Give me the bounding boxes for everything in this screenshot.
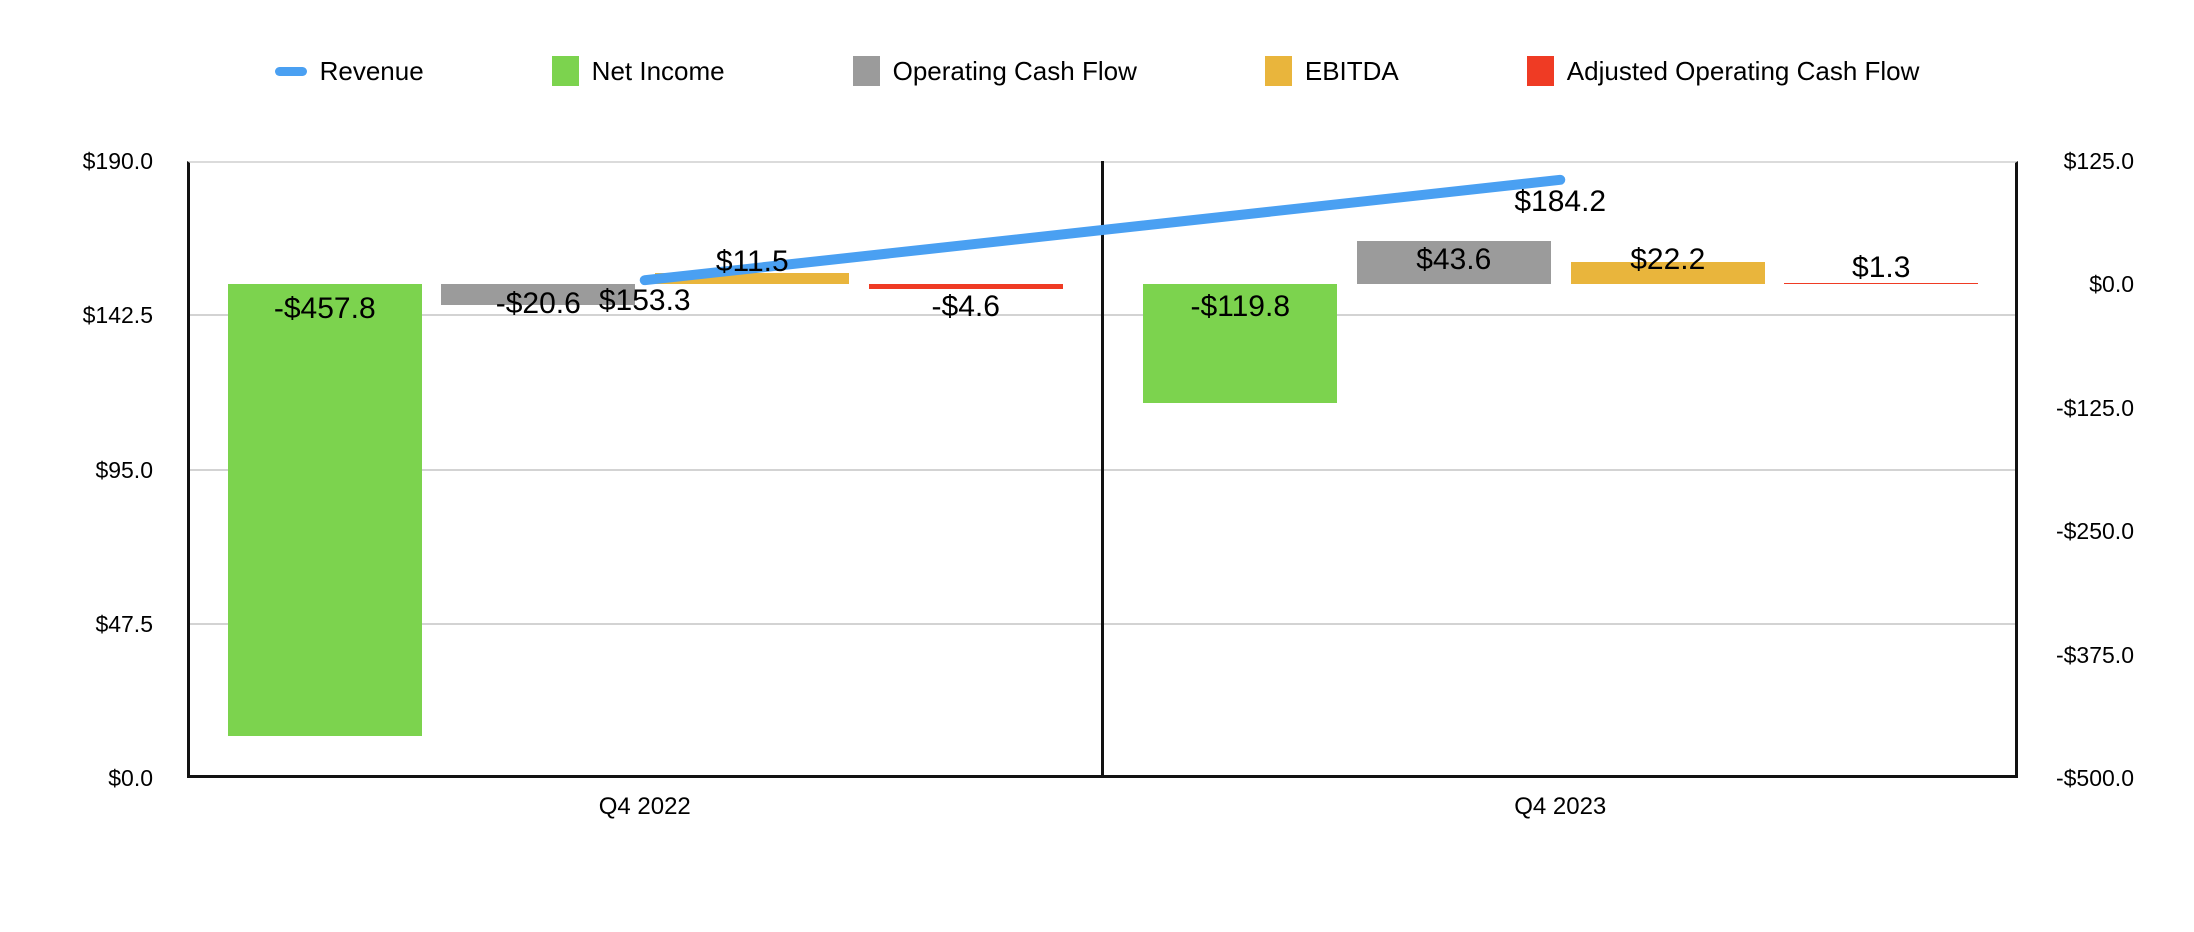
legend-item-revenue[interactable]: Revenue bbox=[274, 55, 424, 87]
right-axis-tick-250-0: -$250.0 bbox=[2055, 518, 2134, 545]
bar-ebitda-q4-2022[interactable] bbox=[655, 273, 850, 285]
right-axis-tick-125-0: $125.0 bbox=[2063, 148, 2134, 174]
data-label-net-income-q4-2023: -$119.8 bbox=[1190, 290, 1291, 323]
legend-swatch-icon-operating-cash-flow bbox=[852, 56, 880, 86]
bar-adjusted-operating-cash-flow-q4-2023[interactable] bbox=[1784, 283, 1979, 285]
legend-label-ebitda: EBITDA bbox=[1304, 56, 1399, 86]
legend-item-ebitda[interactable]: EBITDA bbox=[1264, 55, 1399, 87]
right-axis-tick-0-0: $0.0 bbox=[2089, 271, 2134, 298]
data-label-revenue-q4-2022: $153.3 bbox=[598, 284, 691, 317]
data-label-ebitda-q4-2023: $22.2 bbox=[1630, 243, 1706, 276]
legend-label-operating-cash-flow: Operating Cash Flow bbox=[892, 56, 1137, 86]
bar-operating-cash-flow-q4-2023[interactable] bbox=[1356, 241, 1551, 285]
bar-net-income-q4-2022[interactable] bbox=[227, 284, 422, 737]
data-label-adjusted-operating-cash-flow-q4-2023: $1.3 bbox=[1852, 251, 1911, 284]
data-label-operating-cash-flow-q4-2022: -$20.6 bbox=[495, 287, 581, 320]
left-axis-tick-142-5: $142.5 bbox=[82, 302, 153, 329]
left-axis-tick-47-5: $47.5 bbox=[95, 610, 153, 637]
x-axis-label-q4-2022: Q4 2022 bbox=[598, 793, 691, 820]
data-label-revenue-q4-2023: $184.2 bbox=[1514, 185, 1607, 218]
legend-label-adjusted-operating-cash-flow: Adjusted Operating Cash Flow bbox=[1566, 56, 1920, 86]
data-label-adjusted-operating-cash-flow-q4-2022: -$4.6 bbox=[931, 290, 1000, 323]
right-axis-tick-125-0: -$125.0 bbox=[2055, 394, 2134, 421]
legend-swatch-icon-ebitda bbox=[1264, 56, 1292, 86]
bar-ebitda-q4-2023[interactable] bbox=[1570, 262, 1765, 285]
left-axis-tick-190-0: $190.0 bbox=[82, 148, 153, 174]
legend-label-net-income: Net Income bbox=[591, 56, 725, 86]
data-label-net-income-q4-2022: -$457.8 bbox=[273, 292, 376, 325]
legend-swatch-icon-net-income bbox=[551, 56, 579, 86]
bar-adjusted-operating-cash-flow-q4-2022[interactable] bbox=[868, 284, 1063, 289]
left-axis-tick-0-0: $0.0 bbox=[108, 765, 153, 791]
legend-item-adjusted-operating-cash-flow[interactable]: Adjusted Operating Cash Flow bbox=[1526, 55, 1920, 87]
legend-line-icon-revenue bbox=[274, 66, 307, 76]
legend-label-revenue: Revenue bbox=[319, 56, 424, 86]
panel-divider bbox=[1101, 161, 1104, 778]
legend-item-net-income[interactable]: Net Income bbox=[551, 55, 725, 87]
legend: Revenue Net Income Operating Cash Flow EBIT… bbox=[0, 50, 2194, 92]
left-axis-tick-95-0: $95.0 bbox=[95, 456, 153, 483]
bar-net-income-q4-2023[interactable] bbox=[1143, 284, 1338, 403]
data-label-operating-cash-flow-q4-2023: $43.6 bbox=[1416, 243, 1492, 276]
data-label-ebitda-q4-2022: $11.5 bbox=[715, 245, 789, 278]
revenue-line[interactable] bbox=[639, 174, 1566, 286]
legend-item-operating-cash-flow[interactable]: Operating Cash Flow bbox=[852, 55, 1137, 87]
bar-operating-cash-flow-q4-2022[interactable] bbox=[441, 284, 636, 305]
x-axis-label-q4-2023: Q4 2023 bbox=[1514, 793, 1607, 820]
right-axis-tick-375-0: -$375.0 bbox=[2055, 641, 2134, 668]
legend-swatch-icon-adjusted-operating-cash-flow bbox=[1526, 56, 1554, 86]
right-axis-tick-500-0: -$500.0 bbox=[2055, 765, 2134, 791]
